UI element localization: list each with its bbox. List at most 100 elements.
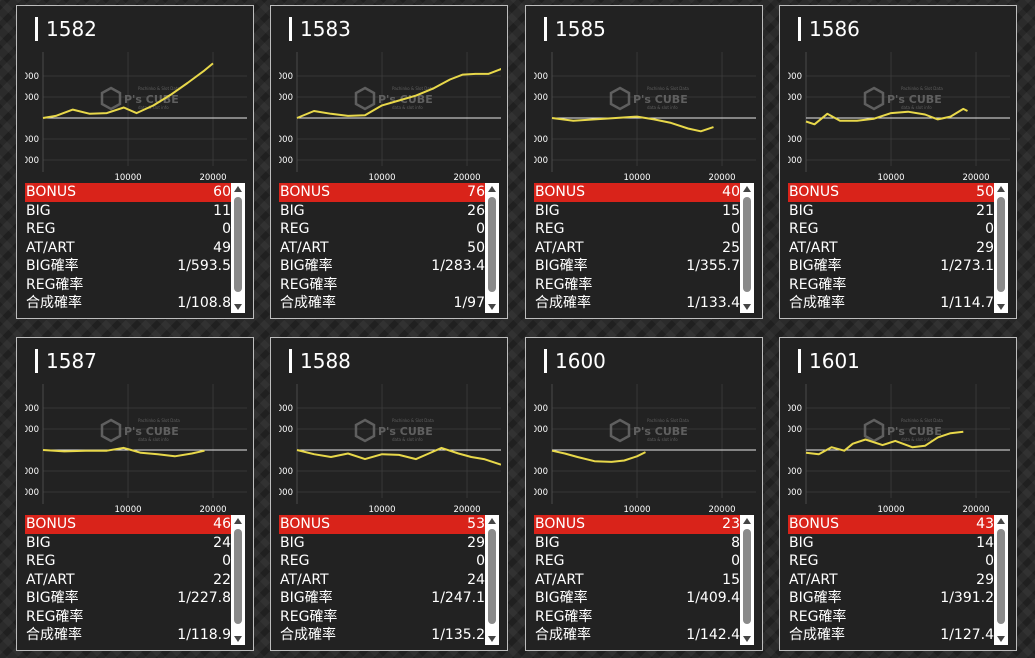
reg-label: REG [789,221,819,237]
machine-number[interactable]: 1583 [289,16,351,42]
scroll-up-icon[interactable] [997,186,1005,192]
big-rate-value: 1/247.1 [431,590,485,606]
scroll-thumb[interactable] [997,529,1005,624]
big-rate-label: BIG確率 [280,258,333,274]
machine-card[interactable]: 1601 P's CUBE Pachinko & Slot Data data & … [779,337,1017,651]
stats-list: BONUS 46 BIG 24 REG 0 AT/ART 22 BIG確率 1/… [25,515,233,645]
bonus-row: BONUS 40 [534,183,742,202]
total-rate-row: 合成確率 1/97 [279,294,487,313]
machine-card[interactable]: 1583 P's CUBE Pachinko & Slot Data data & … [270,5,508,319]
scroll-down-icon[interactable] [234,304,242,310]
y-tick-label: −3000 [534,135,548,145]
watermark-tagline-top: Pachinko & Slot Data [901,418,943,423]
x-tick-label: 20000 [453,505,480,515]
stats-scrollbar[interactable] [485,515,499,645]
bonus-row: BONUS 46 [25,515,233,534]
cube-icon [863,418,885,443]
reg-row: REG 0 [25,220,233,239]
payout-chart: P's CUBE Pachinko & Slot Data data & slot … [25,44,247,186]
scroll-up-icon[interactable] [234,518,242,524]
scroll-up-icon[interactable] [234,186,242,192]
scroll-up-icon[interactable] [743,186,751,192]
stats-scrollbar[interactable] [994,515,1008,645]
stats-scrollbar[interactable] [994,183,1008,313]
scroll-down-icon[interactable] [997,304,1005,310]
machine-number[interactable]: 1600 [544,348,606,374]
big-label: BIG [789,202,814,219]
machine-card[interactable]: 1585 P's CUBE Pachinko & Slot Data data & … [525,5,763,319]
at-art-value: 15 [722,571,740,588]
stats-scrollbar[interactable] [740,515,754,645]
scroll-up-icon[interactable] [488,186,496,192]
big-label: BIG [26,534,51,551]
scroll-thumb[interactable] [743,529,751,624]
stats-scrollbar[interactable] [231,515,245,645]
big-value: 14 [976,534,994,551]
reg-rate-label: REG確率 [535,608,593,625]
machine-card[interactable]: 1588 P's CUBE Pachinko & Slot Data data & … [270,337,508,651]
scroll-thumb[interactable] [234,529,242,624]
stats-scrollbar[interactable] [485,183,499,313]
payout-chart: P's CUBE Pachinko & Slot Data data & slot … [788,376,1010,518]
machine-number-label: 1586 [809,17,860,41]
scroll-thumb[interactable] [743,197,751,292]
scroll-thumb[interactable] [488,529,496,624]
reg-value: 0 [222,553,231,569]
y-tick-label: 6000 [25,404,39,414]
total-rate-row: 合成確率 1/135.2 [279,626,487,645]
payout-line [551,449,646,463]
machine-number[interactable]: 1601 [798,348,860,374]
at-art-row: AT/ART 15 [534,571,742,590]
scroll-up-icon[interactable] [488,518,496,524]
machine-number[interactable]: 1586 [798,16,860,42]
machine-card[interactable]: 1600 P's CUBE Pachinko & Slot Data data & … [525,337,763,651]
big-rate-value: 1/355.7 [686,258,740,274]
title-accent-bar [289,17,292,41]
at-art-value: 24 [467,571,485,588]
machine-card[interactable]: 1586 P's CUBE Pachinko & Slot Data data & … [779,5,1017,319]
payout-chart: P's CUBE Pachinko & Slot Data data & slot … [279,376,501,518]
scroll-thumb[interactable] [234,197,242,292]
scroll-down-icon[interactable] [743,636,751,642]
big-value: 8 [731,534,740,551]
payout-line [805,430,964,456]
scroll-thumb[interactable] [488,197,496,292]
scroll-up-icon[interactable] [997,518,1005,524]
scroll-down-icon[interactable] [488,304,496,310]
total-rate-row: 合成確率 1/142.4 [534,626,742,645]
reg-value: 0 [985,553,994,569]
bonus-value: 50 [976,184,994,200]
payout-line [805,107,968,126]
title-accent-bar [798,17,801,41]
cube-icon [609,86,631,111]
machine-number-label: 1588 [300,349,351,373]
machine-number[interactable]: 1588 [289,348,351,374]
reg-label: REG [26,221,56,237]
scroll-thumb[interactable] [997,197,1005,292]
big-label: BIG [535,534,560,551]
stats-scrollbar[interactable] [231,183,245,313]
big-rate-label: BIG確率 [26,590,79,606]
y-tick-label: 3000 [788,425,802,435]
scroll-up-icon[interactable] [743,518,751,524]
cube-icon [100,418,122,443]
machine-card[interactable]: 1587 P's CUBE Pachinko & Slot Data data & … [16,337,254,651]
reg-rate-row: REG確率 [279,608,487,627]
total-rate-value: 1/108.8 [177,295,231,311]
x-tick-label: 20000 [708,173,735,183]
scroll-down-icon[interactable] [743,304,751,310]
at-art-value: 50 [467,239,485,256]
reg-row: REG 0 [534,552,742,571]
scroll-down-icon[interactable] [997,636,1005,642]
machine-number[interactable]: 1585 [544,16,606,42]
stats-scrollbar[interactable] [740,183,754,313]
reg-rate-label: REG確率 [26,608,84,625]
machine-card[interactable]: 1582 P's CUBE Pachinko & Slot Data data & … [16,5,254,319]
scroll-down-icon[interactable] [234,636,242,642]
scroll-down-icon[interactable] [488,636,496,642]
machine-number[interactable]: 1582 [35,16,97,42]
machine-number[interactable]: 1587 [35,348,97,374]
